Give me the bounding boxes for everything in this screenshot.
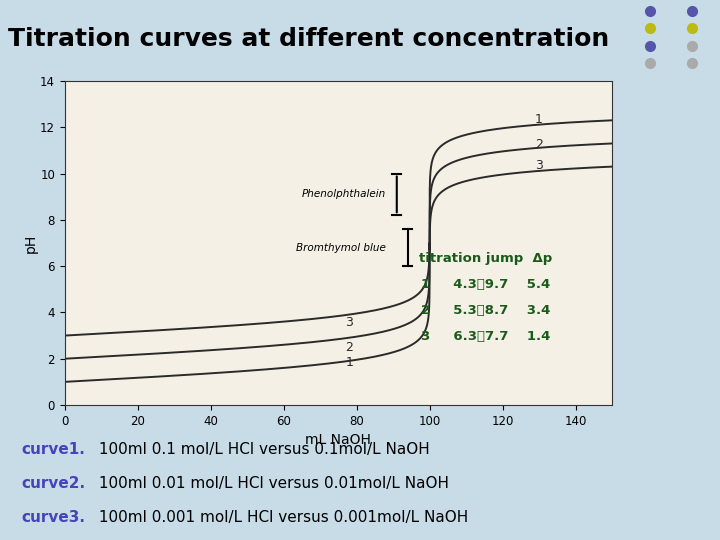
Text: 2: 2	[535, 138, 543, 151]
Text: 3     6.3～7.7    1.4: 3 6.3～7.7 1.4	[421, 330, 551, 343]
Text: Titration curves at different concentration: Titration curves at different concentrat…	[7, 26, 609, 51]
Text: 100ml 0.01 mol/L HCl versus 0.01mol/L NaOH: 100ml 0.01 mol/L HCl versus 0.01mol/L Na…	[94, 476, 449, 491]
Y-axis label: pH: pH	[23, 233, 37, 253]
Text: 100ml 0.001 mol/L HCl versus 0.001mol/L NaOH: 100ml 0.001 mol/L HCl versus 0.001mol/L …	[94, 510, 468, 525]
Text: 3: 3	[346, 316, 354, 329]
Text: 1: 1	[346, 356, 354, 369]
Text: 1: 1	[535, 113, 543, 126]
Text: 1     4.3～9.7    5.4: 1 4.3～9.7 5.4	[421, 278, 551, 291]
Text: curve3.: curve3.	[22, 510, 86, 525]
Text: curve2.: curve2.	[22, 476, 86, 491]
Text: 2     5.3～8.7    3.4: 2 5.3～8.7 3.4	[421, 304, 551, 317]
Text: curve1.: curve1.	[22, 442, 86, 457]
Text: 3: 3	[535, 159, 543, 172]
Text: Phenolphthalein: Phenolphthalein	[302, 190, 386, 199]
Text: titration jump  Δp: titration jump Δp	[419, 252, 553, 265]
Text: 100ml 0.1 mol/L HCl versus 0.1mol/L NaOH: 100ml 0.1 mol/L HCl versus 0.1mol/L NaOH	[94, 442, 429, 457]
Text: Bromthymol blue: Bromthymol blue	[296, 242, 386, 253]
Text: 2: 2	[346, 341, 354, 354]
X-axis label: mL NaOH: mL NaOH	[305, 433, 372, 447]
